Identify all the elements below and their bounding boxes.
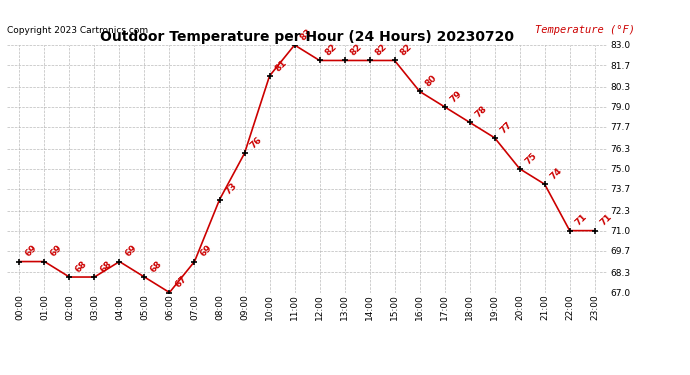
- Text: 82: 82: [324, 42, 339, 58]
- Text: 73: 73: [224, 182, 239, 197]
- Text: 81: 81: [274, 58, 289, 73]
- Text: 71: 71: [599, 213, 614, 228]
- Text: 79: 79: [448, 89, 464, 104]
- Text: Temperature (°F): Temperature (°F): [535, 25, 635, 35]
- Text: 69: 69: [23, 243, 39, 259]
- Text: 75: 75: [524, 151, 539, 166]
- Text: 78: 78: [474, 104, 489, 120]
- Text: 74: 74: [549, 166, 564, 182]
- Text: 68: 68: [99, 259, 114, 274]
- Text: 82: 82: [399, 42, 414, 58]
- Text: 71: 71: [574, 213, 589, 228]
- Text: 68: 68: [148, 259, 164, 274]
- Text: 82: 82: [348, 42, 364, 58]
- Title: Outdoor Temperature per Hour (24 Hours) 20230720: Outdoor Temperature per Hour (24 Hours) …: [100, 30, 514, 44]
- Text: 83: 83: [299, 27, 314, 42]
- Text: 77: 77: [499, 120, 514, 135]
- Text: 69: 69: [124, 243, 139, 259]
- Text: 76: 76: [248, 135, 264, 150]
- Text: 69: 69: [199, 243, 214, 259]
- Text: 69: 69: [48, 243, 64, 259]
- Text: 82: 82: [374, 42, 389, 58]
- Text: 80: 80: [424, 74, 439, 88]
- Text: 67: 67: [174, 274, 189, 290]
- Text: Copyright 2023 Cartronics.com: Copyright 2023 Cartronics.com: [7, 26, 148, 35]
- Text: 68: 68: [74, 259, 89, 274]
